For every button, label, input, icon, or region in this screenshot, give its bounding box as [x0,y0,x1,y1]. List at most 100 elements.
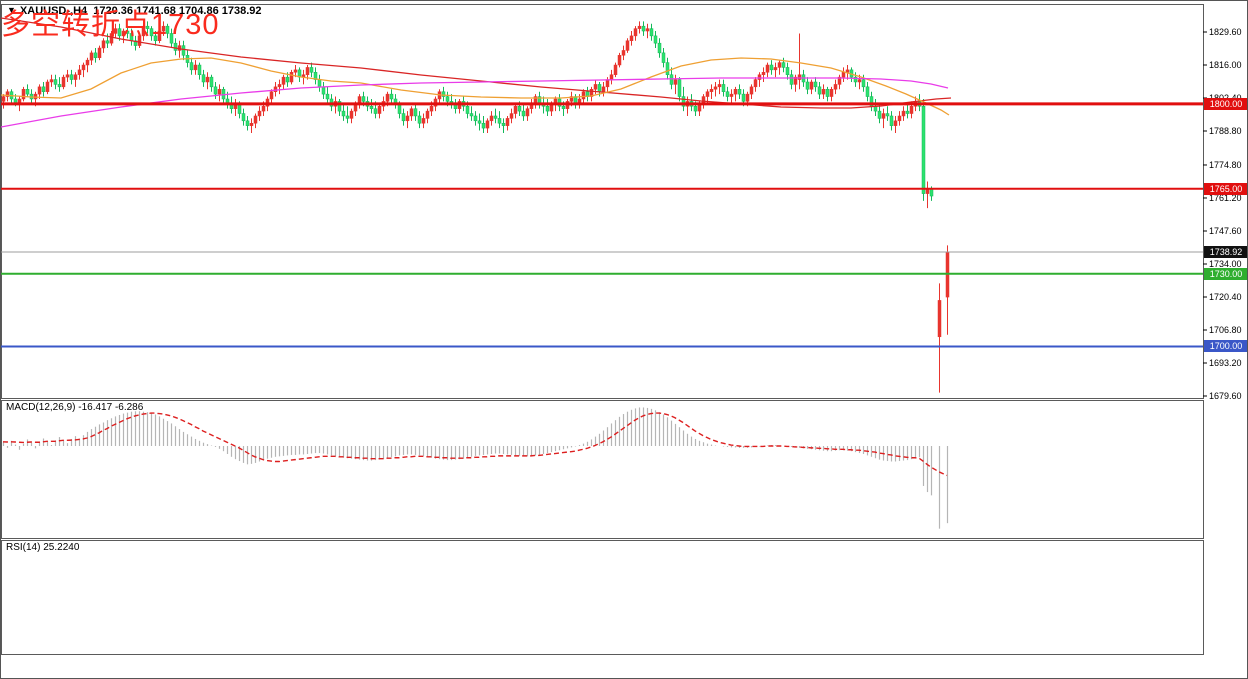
candle-body [77,69,82,75]
candle-body [885,113,890,117]
candle-body [561,106,566,109]
candle-body [277,84,282,88]
candle-body [777,62,782,68]
candle-body [41,86,46,92]
candle-body [249,122,254,126]
candle-body [441,91,446,97]
candle-body [921,106,926,194]
macd-signal-line [2,412,948,477]
candle-body [629,35,634,41]
candle-body [409,108,414,117]
candle-body [197,64,202,75]
candle-body [677,79,682,97]
candle-body [401,113,406,122]
candle-body [113,28,118,34]
price-tick-label: 1788.80 [1209,126,1242,136]
candle-body [901,110,906,117]
candle-body [569,96,574,102]
candle-body [725,91,730,97]
candle-body [593,84,598,90]
candle-body [525,108,530,117]
candle-body [317,79,322,88]
rsi-panel-frame[interactable] [1,540,1204,655]
candle-body [937,300,942,338]
candle-body [841,72,846,78]
candle-body [69,74,74,80]
candle-body [645,28,650,32]
candle-body [53,79,58,85]
candle-body [805,81,810,90]
symbol-dropdown-icon[interactable]: ▼ [7,5,16,15]
candle-body [429,106,434,112]
candle-body [861,79,866,88]
candle-body [817,86,822,95]
candle-body [497,118,502,124]
candle-body [137,35,142,46]
candle-body [417,115,422,124]
candle-body [517,106,522,112]
candle-body [789,74,794,85]
candle-body [377,106,382,114]
candle-body [625,40,630,51]
candle-body [653,35,658,44]
candle-body [101,40,106,49]
candle-body [601,86,606,92]
candle-body [349,110,354,119]
candle-body [5,91,10,97]
candle-body [321,86,326,95]
candle-body [865,86,870,97]
candle-body [109,33,114,44]
candle-body [161,25,166,32]
candle-body [705,91,710,97]
price-tick-label: 1706.80 [1209,324,1242,335]
candle-body [465,106,470,114]
candle-body [713,86,718,90]
candle-body [209,76,214,88]
candle-body [737,89,742,95]
candle-body [809,81,814,90]
candle-body [133,40,138,46]
price-tick-label: 1734.00 [1209,258,1242,269]
candle-body [93,52,98,58]
candle-body [721,84,726,92]
candle-body [833,84,838,90]
candle-body [285,76,290,83]
main-panel-frame[interactable] [1,4,1204,399]
candle-body [845,69,850,73]
candle-body [473,115,478,122]
candle-body [361,96,366,102]
candle-body [169,33,174,44]
candle-body [709,89,714,92]
candle-body [205,76,210,83]
candle-body [501,122,506,126]
candle-body [445,96,450,102]
candle-body [413,108,418,117]
candle-body [741,93,746,102]
candle-body [509,113,514,119]
candle-body [893,120,898,126]
candle-body [581,91,586,100]
ma-slow-magenta [1,77,949,128]
ma-mid-orange [1,57,950,116]
price-level-chip-1765.00: 1765.00 [1204,182,1247,195]
candle-body [25,89,30,95]
macd-panel-frame[interactable] [1,400,1204,539]
ohlc-values: 1720.36 1741.68 1704.86 1738.92 [93,5,262,17]
candle-body [853,76,858,83]
candle-body [149,28,154,37]
candle-body [749,86,754,95]
ma-long-red [1,17,952,109]
price-level-chip-1700.00: 1700.00 [1204,340,1247,353]
candle-body [65,74,70,78]
candle-body [825,89,830,97]
price-tick-label: 1774.80 [1209,159,1242,170]
candle-body [905,110,910,114]
chart-title: ▼ XAUUSD-,H4 1720.36 1741.68 1704.86 1738… [7,5,262,17]
candle-body [481,122,486,129]
candle-body [761,72,766,75]
candle-body [673,79,678,85]
price-tick-label: 1816.00 [1209,60,1242,70]
candle-body [421,118,426,124]
candle-body [49,79,54,83]
